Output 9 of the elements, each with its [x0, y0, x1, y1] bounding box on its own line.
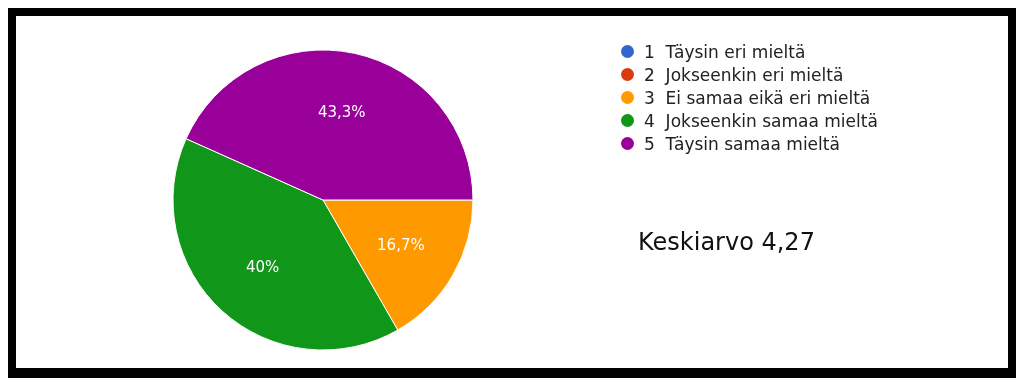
data-label: 40% [245, 257, 280, 276]
legend-label: 2 Jokseenkin eri mieltä [644, 64, 844, 85]
legend-label: 3 Ei samaa eikä eri mieltä [644, 87, 871, 108]
text: Keskiarvo 4,27 [638, 228, 815, 256]
legend-label: 5 Täysin samaa mieltä [644, 133, 840, 154]
data-label: 16,7% [377, 236, 425, 255]
legend-label: 1 Täysin eri mieltä [644, 41, 806, 62]
legend-label: 4 Jokseenkin samaa mieltä [644, 110, 878, 131]
data-label: 43,3% [317, 102, 366, 121]
